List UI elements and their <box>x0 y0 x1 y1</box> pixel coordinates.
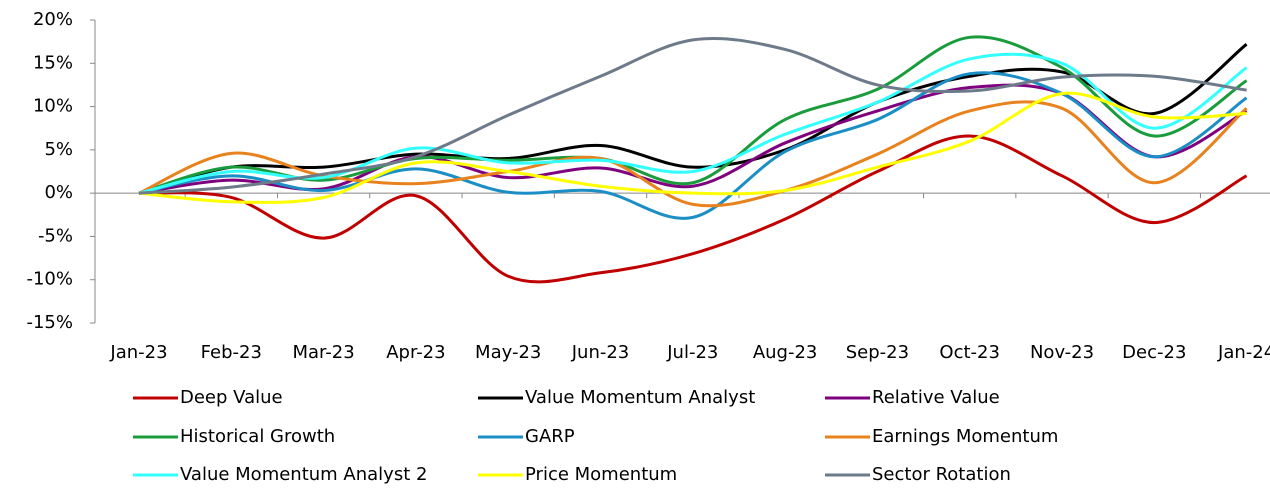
legend-label: Earnings Momentum <box>872 426 1058 447</box>
series-line <box>138 43 1248 195</box>
x-tick-label: Jan-24 <box>1217 342 1270 363</box>
legend-label: Deep Value <box>180 387 283 408</box>
y-tick-label: 5% <box>44 139 73 160</box>
legend-label: Price Momentum <box>525 464 677 485</box>
x-tick-label: Sep-23 <box>846 342 909 363</box>
y-tick-label: 0% <box>44 182 73 203</box>
legend-label: GARP <box>525 426 575 447</box>
y-tick-label: 15% <box>33 52 73 73</box>
y-tick-label: -15% <box>26 312 73 333</box>
x-tick-label: Mar-23 <box>292 342 354 363</box>
x-tick-label: Dec-23 <box>1122 342 1186 363</box>
series-line <box>138 71 1248 220</box>
y-tick-label: -10% <box>26 269 73 290</box>
y-tick-label: 10% <box>33 96 73 117</box>
series-line <box>138 134 1248 284</box>
x-tick-label: Feb-23 <box>201 342 262 363</box>
x-tick-label: Jan-23 <box>109 342 167 363</box>
legend-label: Value Momentum Analyst <box>525 387 755 408</box>
series-line <box>138 91 1247 204</box>
legend-label: Sector Rotation <box>872 464 1011 485</box>
x-tick-label: Jul-23 <box>666 342 718 363</box>
series-line <box>138 35 1248 195</box>
y-tick-label: 20% <box>33 9 73 30</box>
x-tick-label: May-23 <box>475 342 541 363</box>
series-line <box>138 36 1247 195</box>
y-tick-label: -5% <box>38 225 73 246</box>
x-tick-label: Oct-23 <box>939 342 1000 363</box>
x-tick-label: Aug-23 <box>753 342 818 363</box>
x-tick-label: Nov-23 <box>1030 342 1094 363</box>
series-line <box>138 52 1248 195</box>
x-tick-label: Apr-23 <box>386 342 445 363</box>
x-tick-label: Jun-23 <box>571 342 630 363</box>
legend-label: Value Momentum Analyst 2 <box>180 464 427 485</box>
legend-label: Relative Value <box>872 387 1000 408</box>
legend-label: Historical Growth <box>180 426 335 447</box>
series-line <box>138 100 1248 208</box>
